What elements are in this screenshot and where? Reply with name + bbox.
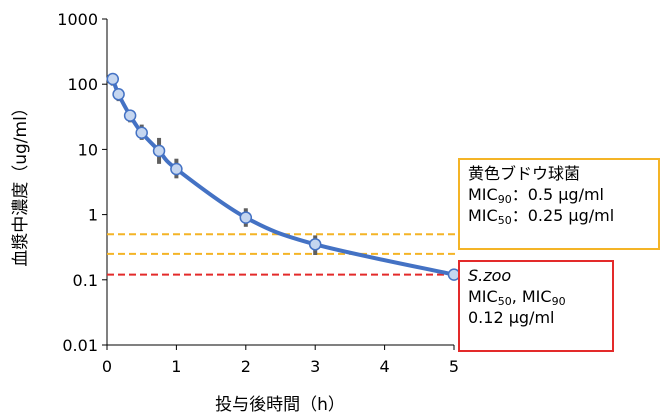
x-tick-label: 1: [171, 357, 181, 376]
error-bars: [110, 74, 456, 278]
y-tick-label: 100: [67, 75, 98, 94]
s-aureus-title: 黄色ブドウ球菌: [468, 164, 581, 183]
x-tick-label: 4: [380, 357, 390, 376]
tick-labels: 0.01 0.1 1 10 100 1000 0 1 2 3 4 5: [57, 10, 459, 376]
reference-lines: [107, 233, 458, 276]
data-point: [170, 162, 183, 176]
s-zoo-title: S.zoo: [468, 266, 512, 285]
data-point: [308, 238, 322, 251]
s-zoo-mic-value: 0.12 μg/ml: [468, 308, 555, 327]
y-tick-label: 1000: [57, 10, 98, 29]
data-markers: [106, 72, 461, 281]
s-zoo-mic-box: S.zoo MIC50, MIC90 0.12 μg/ml: [458, 260, 614, 352]
data-point: [123, 109, 137, 122]
data-point: [239, 211, 253, 224]
data-point: [106, 72, 120, 86]
s-zoo-mic-labels: MIC50, MIC90: [468, 287, 566, 308]
x-tick-label: 0: [102, 357, 112, 376]
y-tick-label: 0.1: [73, 271, 98, 290]
x-tick-label: 2: [241, 357, 251, 376]
x-tick-label: 3: [310, 357, 320, 376]
s-aureus-mic50: MIC50：0.25 μg/ml: [468, 206, 615, 227]
s-aureus-mic-box: 黄色ブドウ球菌 MIC90：0.5 μg/ml MIC50：0.25 μg/ml: [458, 158, 660, 250]
data-point: [112, 88, 125, 101]
x-axis-label: 投与後時間（h）: [215, 395, 345, 415]
series-curve: [110, 77, 456, 277]
x-tick-label: 5: [449, 357, 459, 376]
s-aureus-mic90: MIC90：0.5 μg/ml: [468, 185, 604, 206]
y-tick-label: 10: [78, 140, 98, 159]
series-line: [110, 77, 456, 277]
y-axis-label: 血漿中濃度（ug/ml）: [11, 99, 31, 267]
y-tick-label: 1: [88, 206, 98, 225]
data-point: [152, 144, 166, 158]
data-point: [135, 126, 148, 140]
axes: [102, 18, 455, 350]
y-tick-label: 0.01: [62, 336, 98, 355]
